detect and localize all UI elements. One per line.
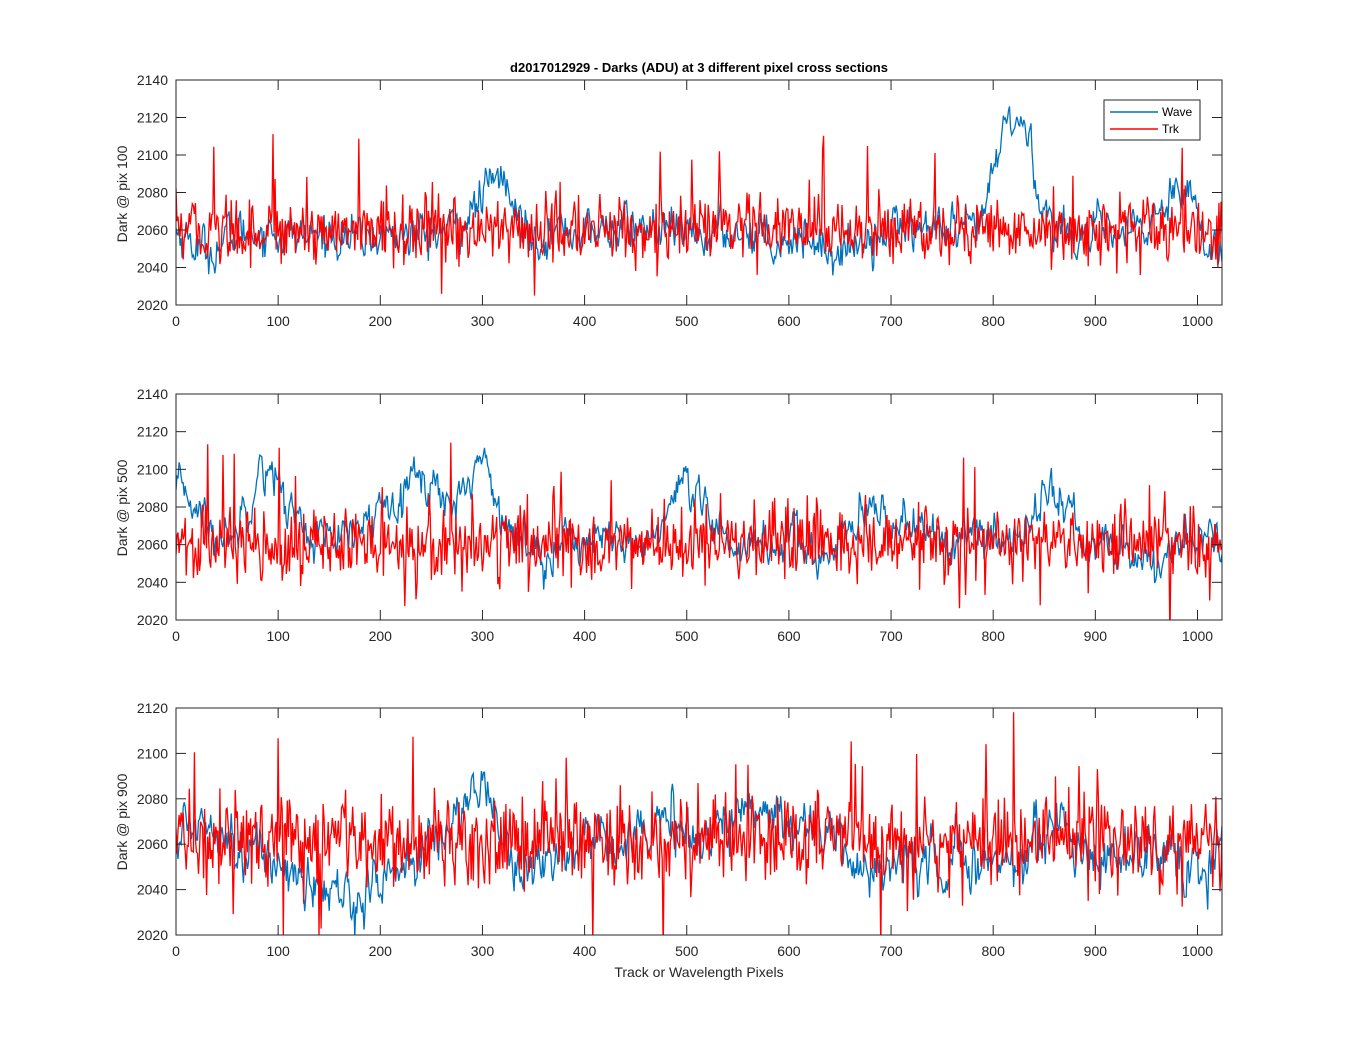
- legend-label-trk: Trk: [1162, 122, 1180, 136]
- y-tick-label: 2100: [137, 745, 168, 761]
- y-tick-label: 2120: [137, 700, 168, 716]
- y-tick-label: 2080: [137, 499, 168, 515]
- series-line-wave: [176, 770, 1222, 935]
- y-tick-label: 2040: [137, 882, 168, 898]
- y-axis-label: Dark @ pix 900: [114, 773, 130, 870]
- x-tick-label: 300: [471, 943, 495, 959]
- y-tick-label: 2040: [137, 574, 168, 590]
- x-tick-label: 100: [266, 628, 290, 644]
- y-axis-label: Dark @ pix 500: [114, 459, 130, 556]
- x-tick-label: 1000: [1182, 628, 1213, 644]
- axes-box: [175, 79, 1223, 306]
- x-tick-label: 700: [879, 943, 903, 959]
- y-tick-label: 2120: [137, 110, 168, 126]
- y-tick-label: 2020: [137, 927, 168, 943]
- x-tick-label: 700: [879, 628, 903, 644]
- legend-box: [1103, 99, 1201, 141]
- subplot-pix-100: Dark @ pix 100 0 100 200 300 400 500 600 700 800…: [114, 72, 1223, 329]
- x-tick-label: 800: [982, 943, 1006, 959]
- x-tick-label: 500: [675, 943, 699, 959]
- figure-title: d2017012929 - Darks (ADU) at 3 different…: [510, 60, 888, 75]
- x-tick-label: 400: [573, 943, 597, 959]
- x-tick-label: 600: [777, 628, 801, 644]
- x-tick-label: 1000: [1182, 313, 1213, 329]
- y-tick-label: 2040: [137, 260, 168, 276]
- x-axis-label: Track or Wavelength Pixels: [614, 964, 783, 980]
- x-tick-label: 500: [675, 628, 699, 644]
- x-tick-label: 100: [266, 943, 290, 959]
- x-tick-label: 800: [982, 628, 1006, 644]
- series-line-trk: [176, 442, 1222, 620]
- x-tick-label: 100: [266, 313, 290, 329]
- y-tick-label: 2060: [137, 836, 168, 852]
- x-tick-label: 900: [1084, 943, 1108, 959]
- axes-box: [175, 393, 1223, 621]
- y-tick-label: 2080: [137, 185, 168, 201]
- subplot-pix-500: Dark @ pix 500 0 100 200 300 400 500 600 700 800…: [114, 386, 1223, 644]
- y-tick-label: 2060: [137, 222, 168, 238]
- x-tick-label: 400: [573, 313, 597, 329]
- x-tick-label: 300: [471, 628, 495, 644]
- legend-label-wave: Wave: [1162, 105, 1193, 119]
- x-tick-label: 500: [675, 313, 699, 329]
- legend[interactable]: Wave Trk: [1103, 99, 1201, 141]
- x-tick-label: 900: [1084, 628, 1108, 644]
- x-tick-label: 600: [777, 313, 801, 329]
- y-tick-label: 2080: [137, 791, 168, 807]
- y-tick-label: 2140: [137, 72, 168, 88]
- y-tick-label: 2100: [137, 461, 168, 477]
- y-tick-label: 2060: [137, 537, 168, 553]
- x-tick-label: 200: [369, 628, 393, 644]
- y-tick-label: 2140: [137, 386, 168, 402]
- series-line-trk: [176, 712, 1222, 935]
- x-tick-label: 400: [573, 628, 597, 644]
- x-tick-label: 200: [369, 943, 393, 959]
- x-tick-label: 600: [777, 943, 801, 959]
- y-tick-label: 2100: [137, 147, 168, 163]
- x-tick-label: 1000: [1182, 943, 1213, 959]
- x-tick-label: 800: [982, 313, 1006, 329]
- x-tick-label: 900: [1084, 313, 1108, 329]
- series-line-wave: [176, 106, 1222, 276]
- y-axis-label: Dark @ pix 100: [114, 145, 130, 242]
- x-tick-label: 700: [879, 313, 903, 329]
- y-tick-label: 2020: [137, 612, 168, 628]
- x-tick-label: 0: [172, 628, 180, 644]
- series-line-trk: [176, 134, 1222, 296]
- x-tick-label: 0: [172, 943, 180, 959]
- subplot-pix-900: Dark @ pix 900 0 100 200 300 400 500 600 700 800…: [114, 700, 1223, 959]
- x-tick-label: 300: [471, 313, 495, 329]
- x-tick-label: 0: [172, 313, 180, 329]
- y-tick-label: 2120: [137, 424, 168, 440]
- x-tick-label: 200: [369, 313, 393, 329]
- axes-box: [175, 707, 1223, 936]
- series-line-wave: [176, 447, 1222, 590]
- y-tick-label: 2020: [137, 297, 168, 313]
